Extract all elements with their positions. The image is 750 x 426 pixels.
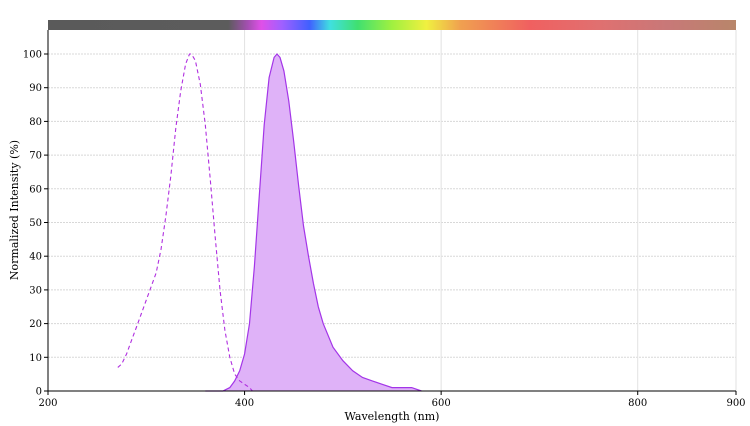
y-tick-label: 30 [29,285,42,296]
y-tick-label: 0 [36,387,42,398]
wavelength-color-bar [48,20,736,30]
y-tick-label: 70 [29,151,42,162]
x-tick-label: 800 [628,398,647,409]
grid-lines [48,30,737,391]
excitation-line [117,53,253,392]
y-tick-label: 40 [29,252,42,263]
x-tick-label: 900 [726,398,745,409]
y-axis-title: Normalized Intensity (%) [8,140,21,280]
y-tick-label: 80 [29,117,42,128]
tick-labels: 0 10 20 30 40 50 60 70 80 90 100 200 400 600 800 900 [23,50,746,410]
plot-series [117,53,422,392]
y-tick-label: 20 [29,319,42,330]
x-tick-label: 200 [38,398,57,409]
x-axis-title: Wavelength (nm) [345,410,440,423]
emission-area [205,54,422,391]
y-tick-label: 50 [29,218,42,229]
y-tick-label: 10 [29,353,42,364]
x-tick-label: 400 [235,398,254,409]
y-tick-label: 90 [29,83,42,94]
y-tick-label: 100 [23,50,42,61]
y-tick-label: 60 [29,184,42,195]
x-tick-label: 600 [432,398,451,409]
axes [47,30,736,392]
emission-line [205,53,422,392]
